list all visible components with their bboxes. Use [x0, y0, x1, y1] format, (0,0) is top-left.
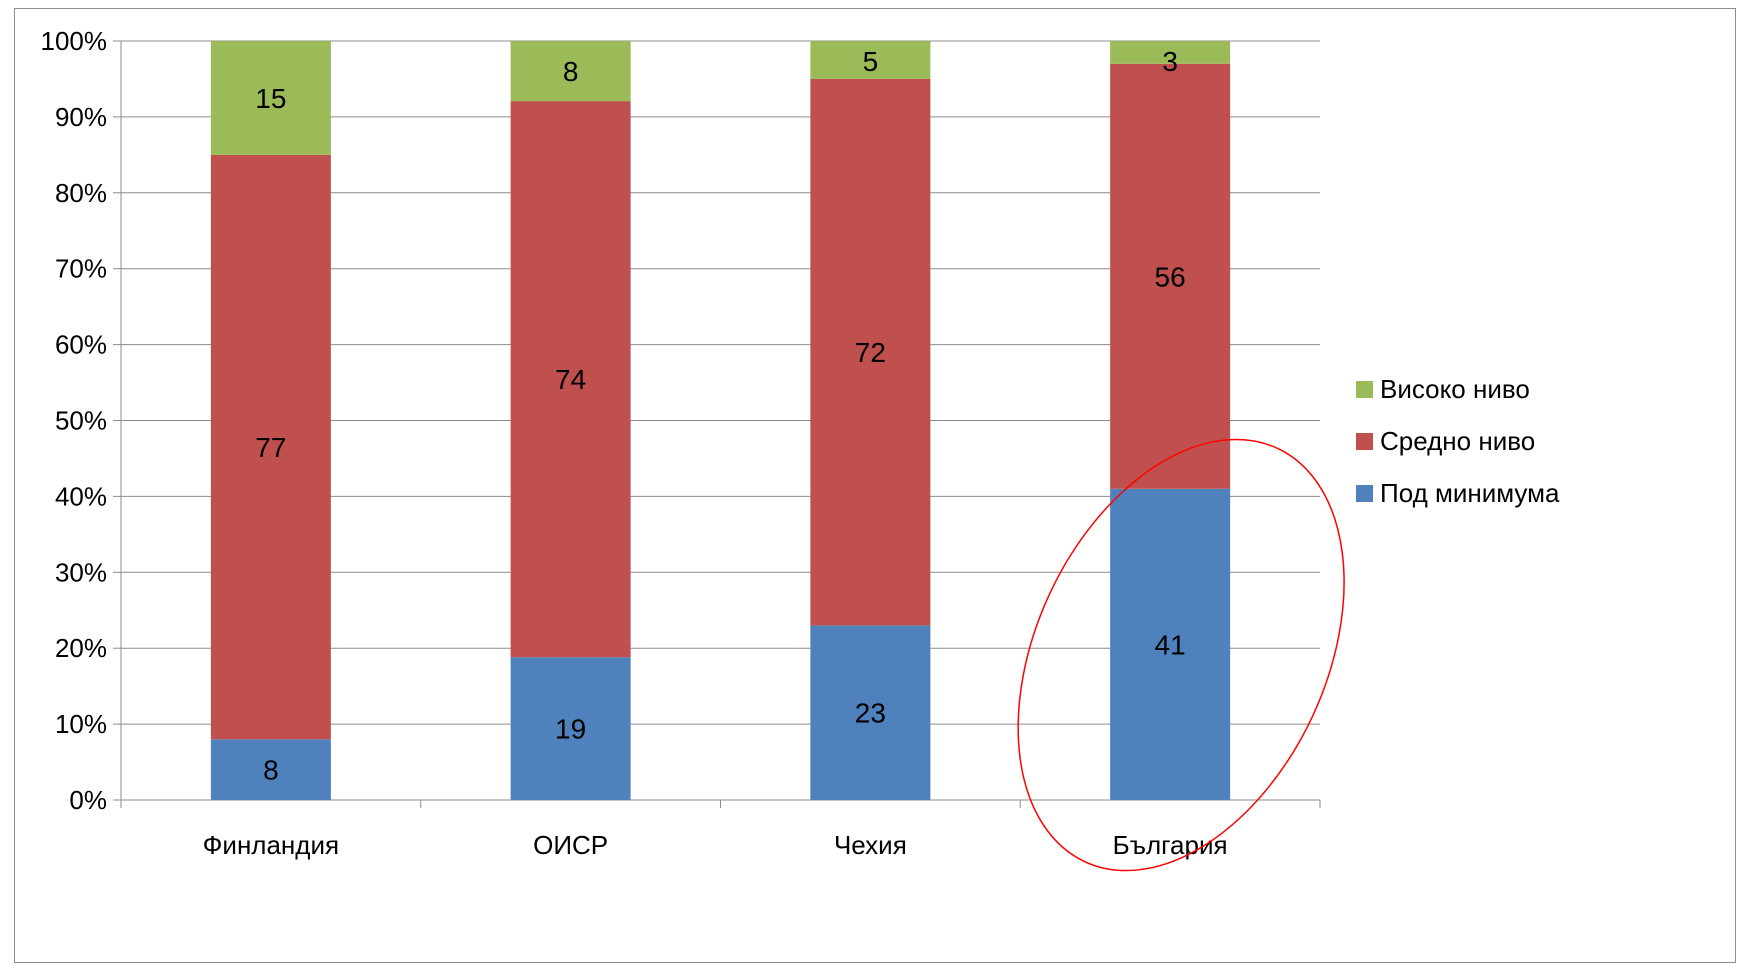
y-tick-label: 100%: [41, 26, 108, 56]
data-label: 23: [855, 698, 886, 729]
y-tick-label: 0%: [69, 785, 107, 815]
bar-segment: [510, 657, 631, 800]
legend-swatch: [1356, 433, 1373, 450]
data-label: 41: [1155, 629, 1186, 660]
data-label: 15: [255, 83, 286, 114]
bar-segment: [810, 78, 931, 626]
y-tick-label: 40%: [55, 481, 107, 511]
bar-segment: [1110, 63, 1231, 489]
category-label: Чехия: [834, 830, 907, 860]
legend-swatch: [1356, 485, 1373, 502]
y-tick-label: 90%: [55, 102, 107, 132]
data-label: 74: [555, 364, 586, 395]
bar-segment: [810, 41, 931, 79]
category-label: България: [1113, 830, 1228, 860]
y-tick-label: 10%: [55, 709, 107, 739]
category-label: Финландия: [203, 830, 339, 860]
data-label: 56: [1155, 261, 1186, 292]
y-tick-label: 20%: [55, 633, 107, 663]
data-label: 19: [555, 714, 586, 745]
bar-segment: [210, 154, 331, 740]
y-tick-label: 70%: [55, 254, 107, 284]
data-label: 8: [563, 56, 579, 87]
bar-segment: [510, 101, 631, 658]
bar-segment: [1110, 488, 1231, 800]
y-tick-label: 60%: [55, 330, 107, 360]
y-tick-label: 50%: [55, 406, 107, 436]
chart: 0% 10% 20% 30% 40% 50% 60% 70% 80% 90% 100% 8 77 15 Фи…: [14, 8, 1736, 963]
legend-swatch: [1356, 381, 1373, 398]
bar-segment: [210, 739, 331, 800]
bar-segment: [210, 41, 331, 155]
y-tick-label: 80%: [55, 178, 107, 208]
bar-segment: [510, 41, 631, 102]
stacked-bar-chart-svg: 0% 10% 20% 30% 40% 50% 60% 70% 80% 90% 100% 8 77 15 Фи…: [41, 26, 1560, 872]
data-label: 3: [1162, 46, 1178, 77]
legend-label: Високо ниво: [1380, 374, 1530, 404]
data-label: 77: [255, 432, 286, 463]
data-label: 72: [855, 337, 886, 368]
bar-segment: [1110, 41, 1231, 64]
bar-segment: [810, 625, 931, 800]
legend-label: Средно ниво: [1380, 426, 1535, 456]
category-label: ОИСР: [533, 830, 608, 860]
data-label: 8: [263, 755, 279, 786]
annotation-ellipse: [1017, 438, 1345, 872]
data-label: 5: [863, 46, 879, 77]
y-tick-label: 30%: [55, 557, 107, 587]
legend-label: Под минимума: [1380, 478, 1560, 508]
